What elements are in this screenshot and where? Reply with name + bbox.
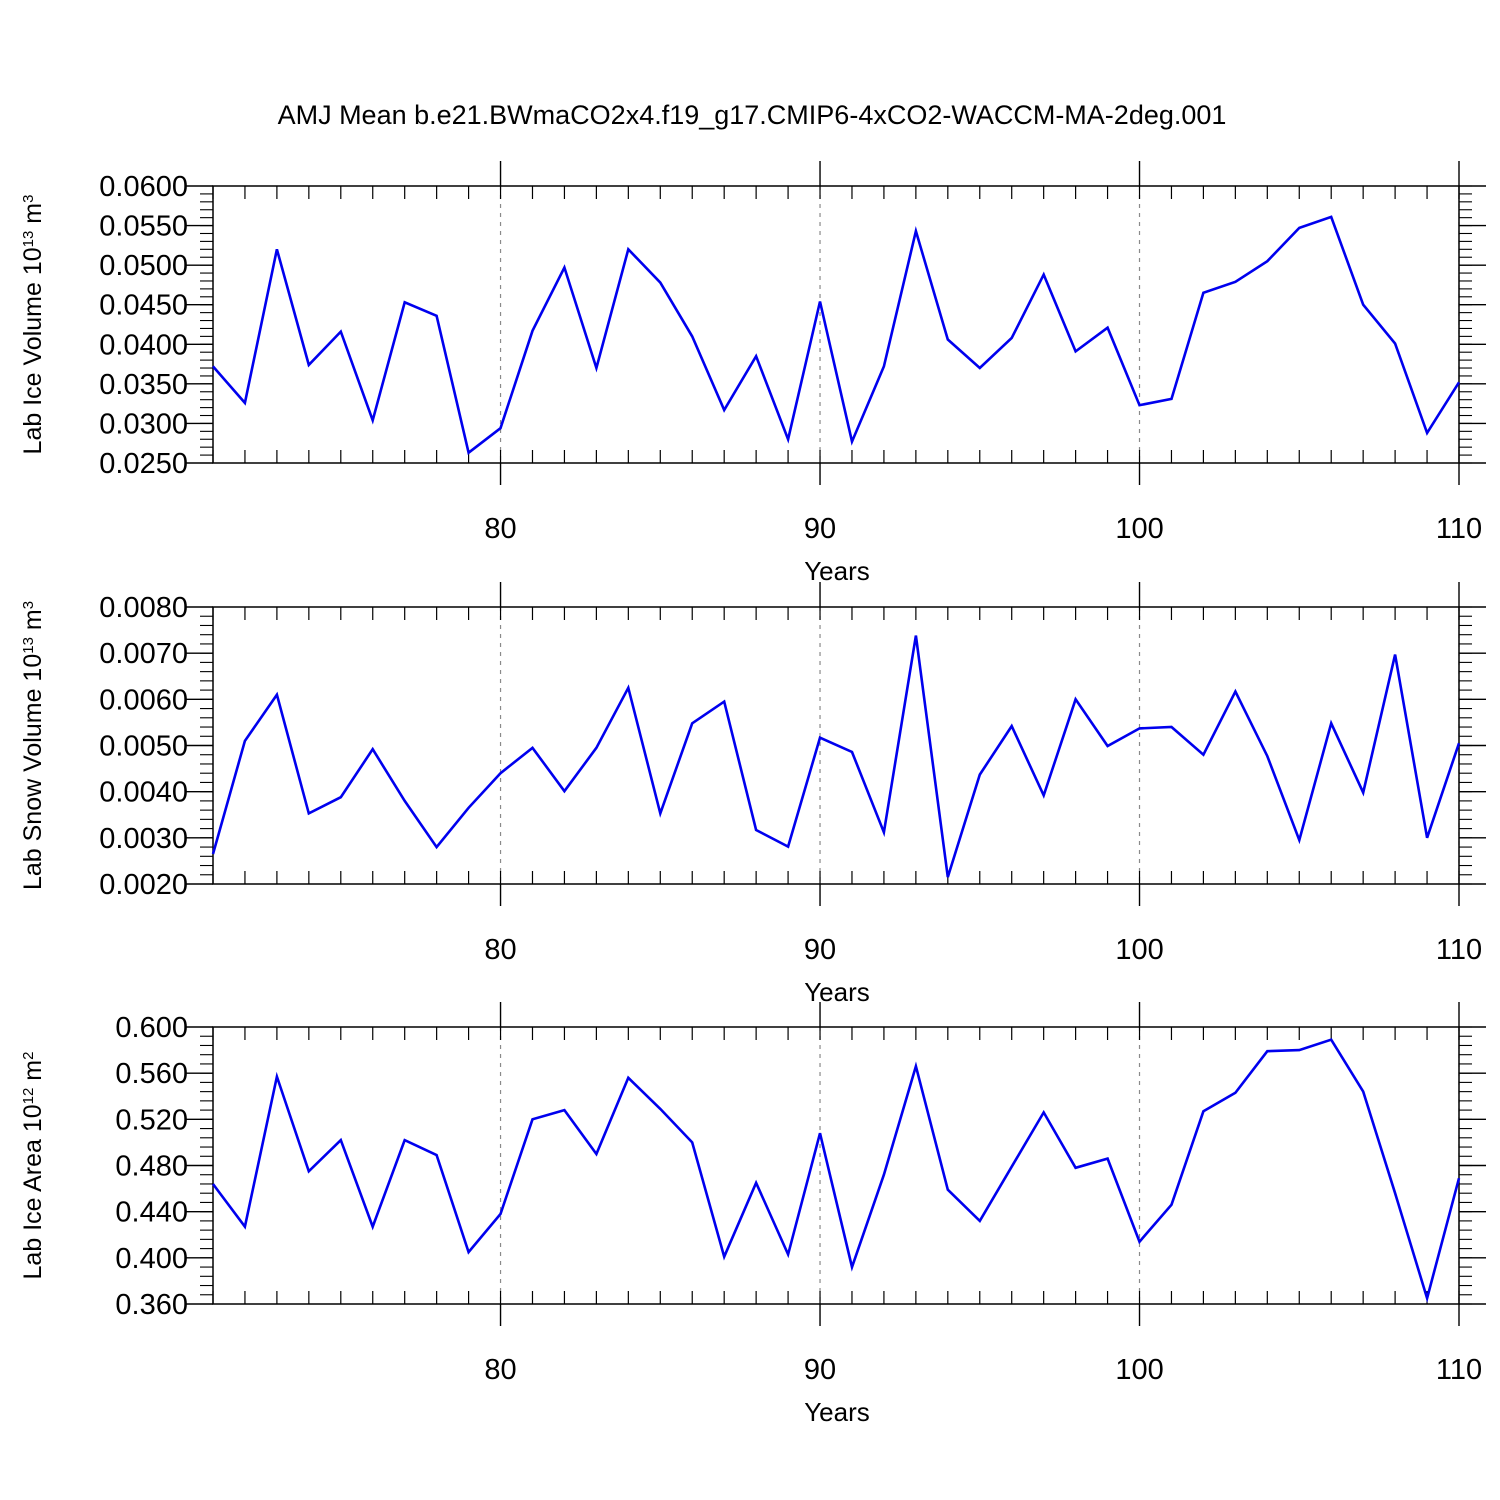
x-tick-label: 100 — [1115, 934, 1163, 966]
y-tick-label: 0.0030 — [99, 823, 188, 855]
y-tick-label: 0.0300 — [99, 408, 188, 440]
series-line — [211, 635, 1461, 878]
y-tick-label: 0.0600 — [99, 171, 188, 203]
y-tick-label: 0.0350 — [99, 369, 188, 401]
y-tick-label: 0.0450 — [99, 290, 188, 322]
plot-frame — [212, 1026, 1460, 1305]
y-tick-label: 0.0080 — [99, 592, 188, 624]
y-tick-label: 0.600 — [115, 1012, 188, 1044]
x-tick-label: 100 — [1115, 1354, 1163, 1386]
y-tick-label: 0.0060 — [99, 684, 188, 716]
x-axis-label: Years — [804, 1397, 870, 1427]
y-tick-label: 0.0500 — [99, 250, 188, 282]
y-tick-label: 0.0400 — [99, 329, 188, 361]
y-tick-label: 0.360 — [115, 1289, 188, 1321]
y-tick-label: 0.560 — [115, 1058, 188, 1090]
y-tick-label: 0.0040 — [99, 777, 188, 809]
x-tick-label: 110 — [1436, 513, 1482, 545]
x-tick-label: 110 — [1436, 934, 1482, 966]
panel-3: 80 90 100 110 0.360 0.400 0.440 0.480 0.520 0.560… — [19, 1002, 1486, 1427]
y-tick-label: 0.480 — [115, 1151, 188, 1183]
x-tick-label: 100 — [1115, 513, 1163, 545]
x-tick-label: 80 — [484, 1354, 516, 1386]
y-tick-label: 0.440 — [115, 1197, 188, 1229]
plot-frame — [212, 185, 1460, 464]
panel-2: 80 90 100 110 0.0020 0.0030 0.0040 0.0050 0.0060… — [19, 582, 1486, 1007]
x-tick-label: 110 — [1436, 1354, 1482, 1386]
y-tick-label: 0.400 — [115, 1243, 188, 1275]
x-tick-label: 90 — [804, 934, 836, 966]
y-tick-label: 0.0050 — [99, 731, 188, 763]
y-axis-label: Lab Ice Volume 1013 m3 — [19, 195, 47, 455]
y-tick-label: 0.0550 — [99, 211, 188, 243]
x-axis-label: Years — [804, 556, 870, 586]
x-tick-label: 80 — [484, 934, 516, 966]
y-tick-label: 0.520 — [115, 1104, 188, 1136]
panels: 80 90 100 110 0.0250 0.0300 0.0350 0.0400 0.0450… — [19, 161, 1486, 1427]
x-tick-label: 90 — [804, 513, 836, 545]
y-axis-label: Lab Snow Volume 1013 m3 — [19, 601, 47, 890]
series-line — [212, 215, 1461, 455]
y-tick-label: 0.0070 — [99, 638, 188, 670]
y-axis-label: Lab Ice Area 1012 m2 — [19, 1052, 47, 1280]
panel-1: 80 90 100 110 0.0250 0.0300 0.0350 0.0400 0.0450… — [19, 161, 1486, 586]
series-line — [211, 1038, 1461, 1303]
x-tick-label: 80 — [484, 513, 516, 545]
y-tick-label: 0.0020 — [99, 869, 188, 901]
y-tick-label: 0.0250 — [99, 448, 188, 480]
x-tick-label: 90 — [804, 1354, 836, 1386]
figure-title: AMJ Mean b.e21.BWmaCO2x4.f19_g17.CMIP6-4… — [278, 100, 1227, 130]
x-axis-label: Years — [804, 977, 870, 1007]
